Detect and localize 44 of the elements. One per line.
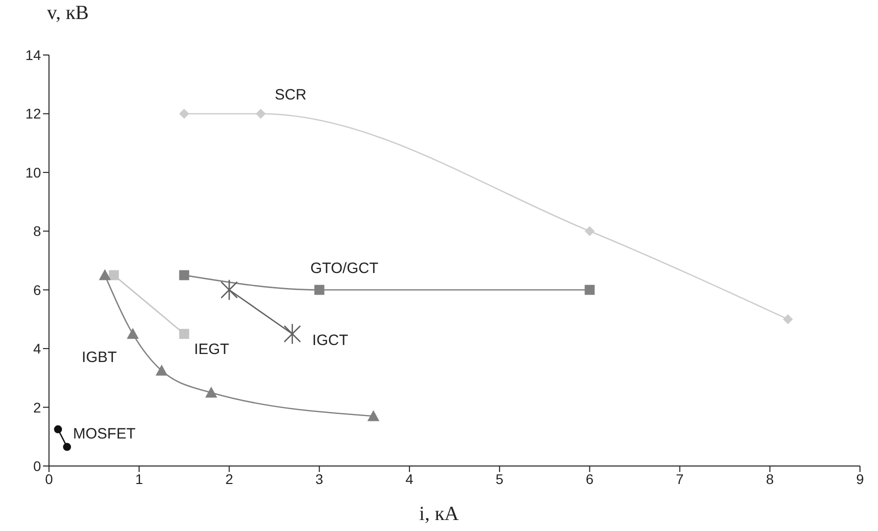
y-tick-label: 0 [33, 458, 42, 474]
y-tick-label: 12 [25, 106, 42, 122]
x-tick-label: 6 [586, 470, 594, 487]
series-label: IGBT [82, 348, 117, 366]
x-tick-label: 7 [676, 470, 684, 487]
series-label: IGCT [312, 332, 348, 349]
point [314, 284, 324, 295]
y-tick-label: 10 [25, 164, 42, 180]
x-tick-label: 8 [766, 470, 774, 487]
y-tick-label: 2 [33, 399, 42, 416]
series-label: SCR [274, 86, 307, 104]
point [179, 328, 190, 339]
x-tick-label: 2 [225, 470, 234, 487]
y-tick-label: 8 [33, 223, 42, 240]
series-label: MOSFET [73, 425, 136, 442]
y-axis-title: v, кВ [47, 2, 89, 25]
point [367, 410, 380, 422]
point [256, 108, 266, 119]
point [63, 442, 72, 451]
series-label: IEGT [194, 340, 230, 358]
x-tick-label: 0 [45, 470, 54, 487]
point [782, 314, 793, 324]
point [220, 279, 238, 301]
x-axis-title: i, кА [418, 503, 460, 526]
y-tick-label: 6 [33, 282, 42, 298]
point [126, 328, 139, 339]
point [54, 425, 62, 434]
x-tick-label: 4 [406, 470, 414, 487]
x-tick-label: 9 [856, 470, 864, 487]
series-label: GTO/GCT [310, 260, 378, 277]
y-tick-label: 14 [25, 46, 42, 63]
y-tick-label: 4 [33, 340, 42, 357]
x-tick-label: 5 [496, 470, 504, 487]
point [179, 108, 190, 119]
point [108, 270, 119, 280]
point [205, 386, 218, 398]
point [98, 269, 111, 280]
x-tick-label: 3 [315, 470, 324, 487]
point [284, 323, 301, 345]
point [179, 270, 190, 280]
point [584, 284, 595, 295]
point [156, 364, 168, 376]
point [584, 226, 595, 236]
x-tick-label: 1 [135, 470, 144, 487]
